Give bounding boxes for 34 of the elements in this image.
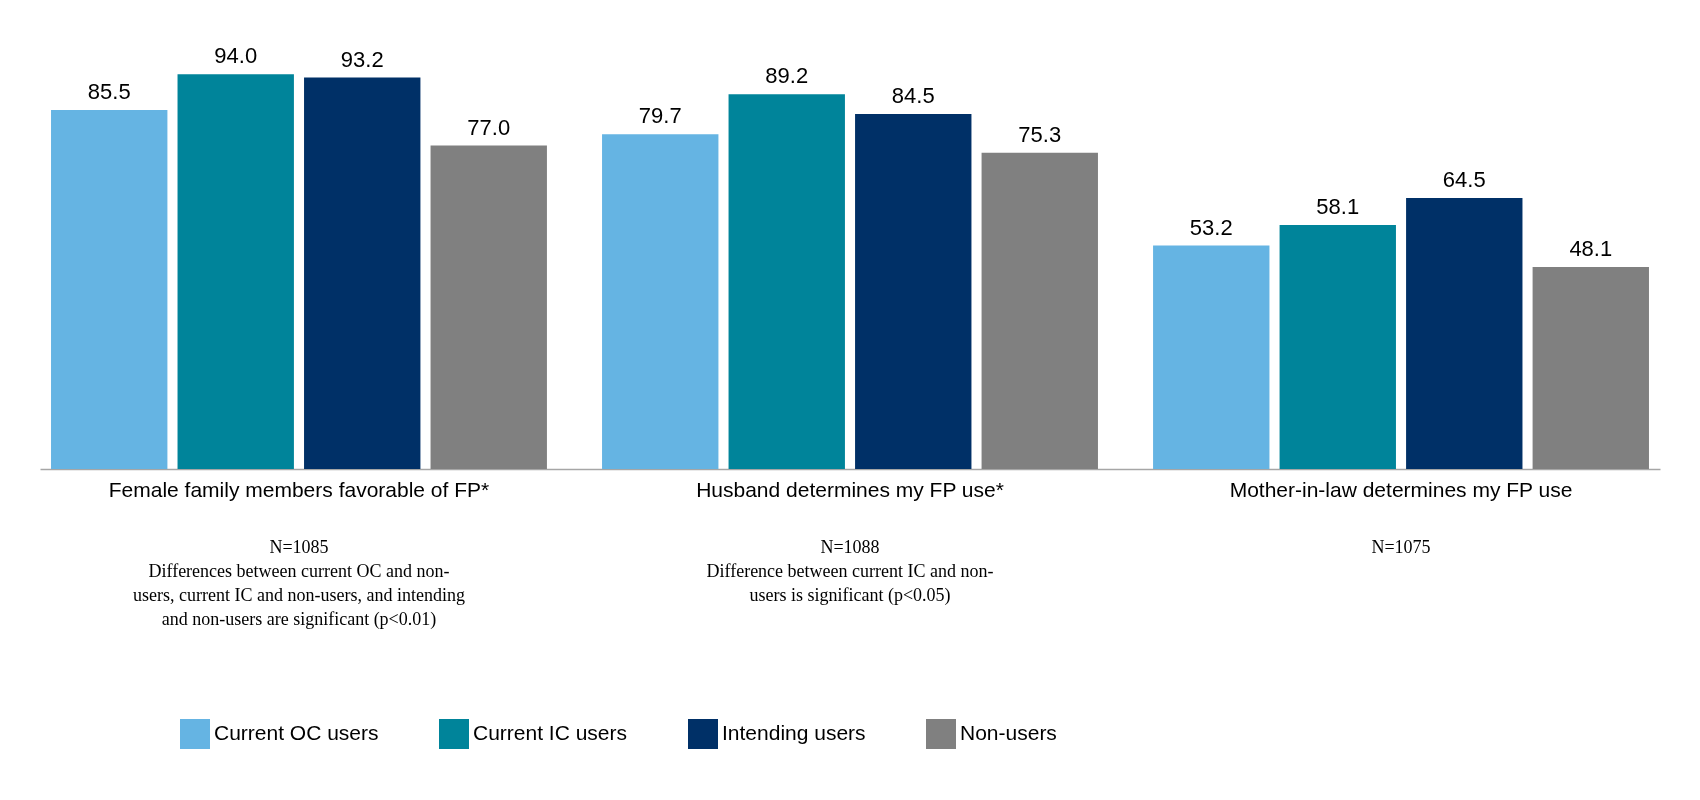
data-label: 93.2 [340, 46, 384, 72]
data-label: 89.2 [765, 63, 809, 89]
text: N=1085 Differences between current OC and non- users, current IC and non-users, and intending and non-users are significant (p<0.01) [133, 537, 465, 630]
bar [728, 94, 845, 469]
bar [981, 152, 1098, 469]
legend-label: Non-users [960, 721, 1057, 744]
legend-label: Current OC users [214, 721, 379, 744]
bar [1532, 266, 1649, 469]
data-label: 75.3 [1018, 121, 1062, 147]
x-tick-label: Mother-in-law determines my FP use [1229, 477, 1573, 501]
data-label: 53.2 [1189, 214, 1233, 240]
text: N=1075 [1371, 537, 1431, 557]
data-label: 58.1 [1316, 193, 1360, 219]
text: N=1088 Difference between current IC and non- users is significant (p<0.05) [706, 537, 994, 606]
data-label: 84.5 [891, 83, 935, 109]
data-label: 77.0 [467, 114, 511, 140]
bar [1153, 245, 1270, 469]
bar [855, 114, 972, 469]
data-label: 94.0 [214, 43, 258, 69]
x-tick-label: Female family members favorable of FP* [108, 477, 490, 501]
bar [304, 77, 421, 469]
data-label: 48.1 [1569, 235, 1613, 261]
data-label: 64.5 [1442, 167, 1486, 193]
bar [1406, 198, 1523, 469]
data-label: 85.5 [87, 78, 131, 104]
bar [430, 145, 547, 469]
bar [177, 74, 294, 469]
bar [1279, 224, 1396, 469]
bar [602, 134, 719, 469]
legend-label: Intending users [722, 721, 866, 744]
legend-label: Current IC users [473, 721, 628, 744]
data-label: 79.7 [638, 103, 682, 129]
bar [51, 109, 168, 469]
x-tick-label: Husband determines my FP use* [696, 477, 1004, 501]
